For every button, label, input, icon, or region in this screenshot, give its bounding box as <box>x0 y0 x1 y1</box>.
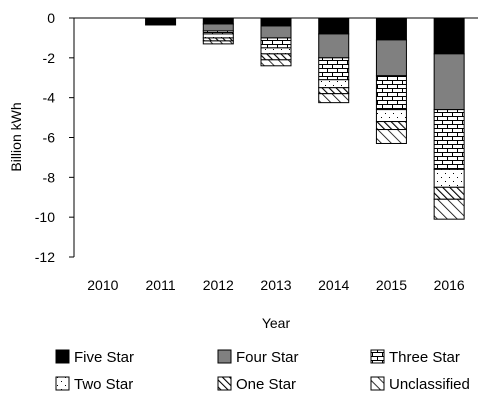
y-axis: 0 -2 -4 -6 -8 -10 -12 <box>35 10 74 265</box>
x-tick-label: 2011 <box>146 277 176 293</box>
y-tick-label: -10 <box>35 209 55 225</box>
y-tick-label: -2 <box>43 50 56 66</box>
bar-segment <box>375 17 407 41</box>
bar-segment <box>318 93 350 104</box>
y-tick-label: -4 <box>43 90 56 106</box>
legend-swatch <box>55 376 70 391</box>
y-axis-title: Billion kWh <box>8 102 24 171</box>
bar-segment <box>433 186 465 200</box>
bar-segment <box>375 129 407 144</box>
bar-segment <box>375 75 407 111</box>
x-tick-label: 2010 <box>87 277 118 293</box>
x-tick-label: 2014 <box>318 277 349 293</box>
legend-label: Unclassified <box>389 376 470 393</box>
bar-segment <box>318 79 350 89</box>
legend-swatch <box>55 349 70 364</box>
bar-segment <box>375 39 407 77</box>
bar-segment <box>318 57 350 81</box>
bar-segment <box>202 40 234 45</box>
bar-segment <box>260 47 292 55</box>
bar-segment <box>433 109 465 170</box>
y-tick-label: -12 <box>35 249 55 265</box>
bar-segment <box>260 59 292 67</box>
bar-segment <box>260 25 292 39</box>
x-axis-title: Year <box>262 315 291 331</box>
bar-segment <box>318 33 350 59</box>
legend: Five Star Four Star Three Star Two Star One … <box>55 349 470 393</box>
bar-segment <box>433 168 465 188</box>
bar-segment <box>375 109 407 123</box>
legend-swatch <box>370 349 385 364</box>
legend-label: One Star <box>236 376 296 393</box>
bar-segment <box>433 53 465 111</box>
bars <box>145 17 465 220</box>
x-tick-label: 2015 <box>376 277 407 293</box>
legend-label: Five Star <box>74 349 134 366</box>
legend-swatch <box>217 376 232 391</box>
bar-segment <box>433 198 465 220</box>
y-tick-label: -8 <box>43 169 56 185</box>
bar-segment <box>375 121 407 131</box>
bar-segment <box>318 17 350 35</box>
y-tick-label: 0 <box>47 10 55 26</box>
y-tick-label: -6 <box>43 130 56 146</box>
bar-segment <box>260 17 292 27</box>
x-tick-label: 2016 <box>434 277 465 293</box>
bar-segment <box>260 53 292 61</box>
bar-segment <box>318 87 350 95</box>
legend-label: Two Star <box>74 376 133 393</box>
bar-segment <box>145 17 177 26</box>
x-axis: 2010 2011 2012 2013 2014 2015 2016 <box>87 277 465 293</box>
bar-segment <box>260 37 292 49</box>
legend-swatch <box>217 349 232 364</box>
legend-label: Four Star <box>236 349 299 366</box>
x-tick-label: 2013 <box>260 277 291 293</box>
bar-segment <box>202 23 234 32</box>
bar-segment <box>202 33 234 39</box>
bar-segment <box>433 17 465 55</box>
bar-segment <box>202 17 234 25</box>
legend-label: Three Star <box>389 349 460 366</box>
x-tick-label: 2012 <box>203 277 234 293</box>
legend-swatch <box>370 376 385 391</box>
